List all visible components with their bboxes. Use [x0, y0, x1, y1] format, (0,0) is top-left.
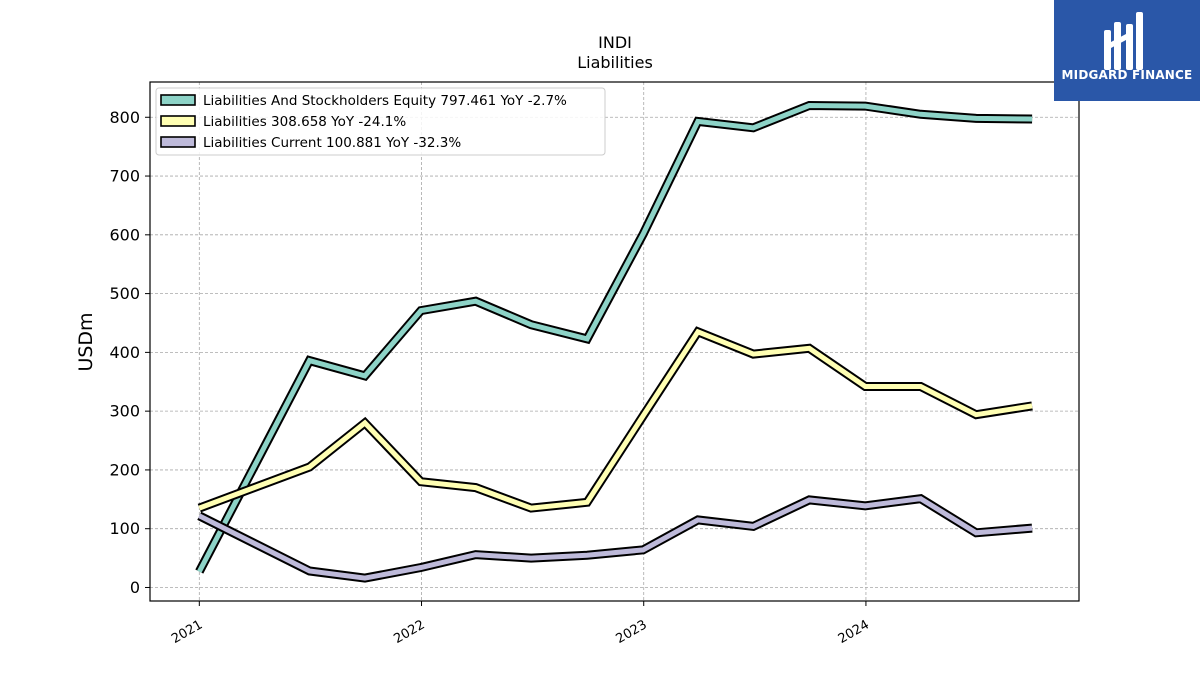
- series-3: [197, 494, 1033, 583]
- legend-item: Liabilities 308.658 YoY -24.1%: [160, 114, 406, 130]
- chart-title: INDI: [598, 33, 632, 52]
- legend-swatch: [160, 94, 196, 106]
- legend-swatch: [160, 115, 196, 127]
- y-axis-label: USDm: [75, 312, 97, 371]
- series-lines: [195, 100, 1033, 583]
- y-tick-label: 200: [109, 460, 140, 479]
- brand-name: MIDGARD FINANCE: [1061, 68, 1193, 82]
- y-tick-label: 400: [109, 343, 140, 362]
- legend-label: Liabilities 308.658 YoY -24.1%: [203, 114, 406, 130]
- legend-item: Liabilities And Stockholders Equity 797.…: [160, 93, 567, 109]
- y-tick-label: 700: [109, 167, 140, 186]
- brand-logo: MIDGARD FINANCE: [1054, 0, 1200, 101]
- x-tick-label: 2022: [391, 617, 427, 647]
- x-tick-label: 2023: [614, 617, 650, 647]
- y-tick-label: 0: [130, 578, 140, 597]
- grid: [150, 82, 1079, 601]
- y-ticks: 0 100 200 300 400 500 600 700 800: [109, 108, 150, 597]
- y-tick-label: 800: [109, 108, 140, 127]
- x-ticks: 2021 2022 2023 2024: [169, 601, 872, 647]
- series-line: [197, 102, 1033, 573]
- series-line-outline: [197, 326, 1033, 513]
- legend-box: [155, 87, 606, 156]
- legend-item: Liabilities Current 100.881 YoY -32.3%: [160, 135, 461, 151]
- y-tick-label: 300: [109, 402, 140, 421]
- y-tick-label: 100: [109, 519, 140, 538]
- x-tick-label: 2024: [836, 617, 872, 647]
- series-1: [195, 100, 1033, 574]
- series-line: [198, 496, 1033, 581]
- legend-label: Liabilities Current 100.881 YoY -32.3%: [203, 135, 461, 151]
- legend-label: Liabilities And Stockholders Equity 797.…: [203, 93, 567, 109]
- series-2: [197, 326, 1033, 513]
- x-tick-label: 2021: [169, 617, 205, 647]
- legend: Liabilities And Stockholders Equity 797.…: [155, 87, 606, 156]
- y-tick-label: 600: [109, 225, 140, 244]
- chart-subtitle: Liabilities: [577, 53, 653, 72]
- series-line-outline: [197, 494, 1033, 583]
- legend-swatch: [160, 136, 196, 148]
- midgard-logo-icon: [1104, 12, 1143, 70]
- series-line: [198, 328, 1033, 511]
- y-tick-label: 500: [109, 284, 140, 303]
- plot-frame: [149, 81, 1080, 602]
